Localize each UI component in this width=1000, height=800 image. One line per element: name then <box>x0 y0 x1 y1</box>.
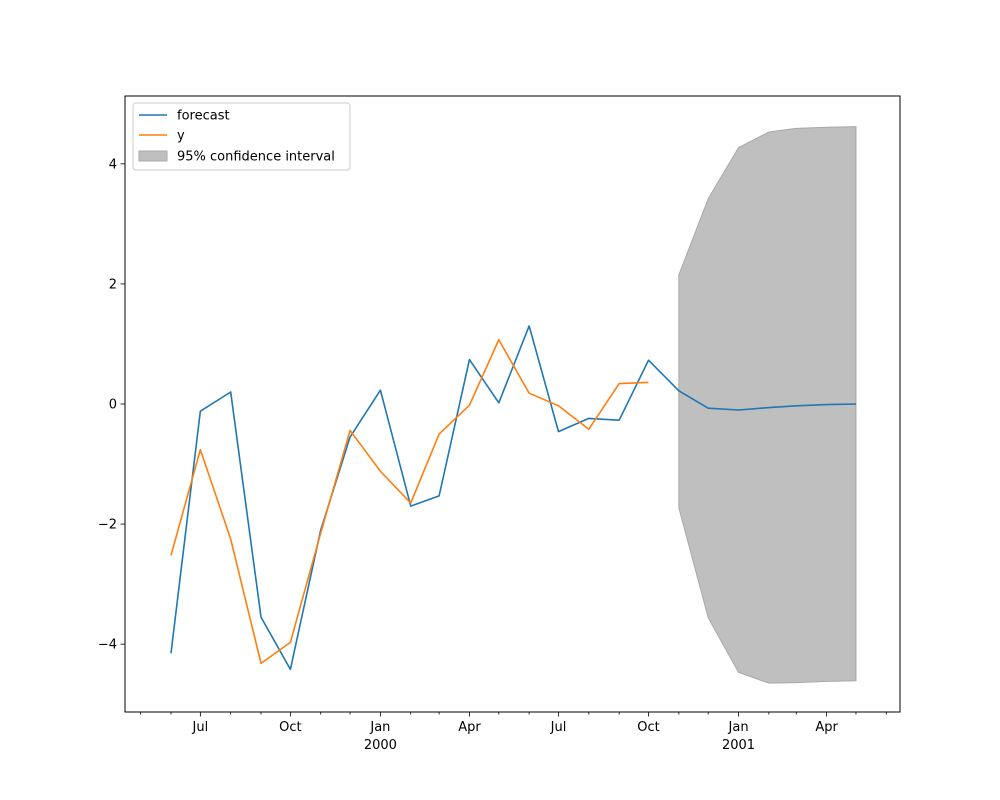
x-tick-label: Oct <box>279 720 301 735</box>
legend: forecast y 95% confidence interval <box>132 102 351 171</box>
x-tick-label: Jan <box>728 720 749 735</box>
series-line-y <box>170 338 649 665</box>
series-line-forecast <box>170 325 856 671</box>
x-tick-label: Jan <box>369 720 390 735</box>
confidence-interval-layer <box>678 126 857 684</box>
y-tick-label: 4 <box>109 157 117 172</box>
y-tick-label: 2 <box>109 277 117 292</box>
x-tick-label: Apr <box>815 720 838 735</box>
legend-box <box>132 102 351 171</box>
x-tick-label: Jul <box>550 720 567 735</box>
x-tick-year-label: 2001 <box>722 738 755 753</box>
legend-patch-swatch <box>138 150 168 162</box>
y-axis: −4 −2 0 2 4 <box>98 157 125 653</box>
legend-label: y <box>177 129 185 144</box>
series-layer <box>170 325 856 671</box>
x-tick-label: Jul <box>192 720 209 735</box>
x-axis: Jul Oct Jan 2000 Apr Jul Oct Jan 2001 Apr <box>140 712 887 753</box>
x-tick-label: Apr <box>458 720 481 735</box>
x-tick-label: Oct <box>637 720 659 735</box>
y-tick-label: −2 <box>98 518 117 533</box>
y-tick-label: −4 <box>98 638 117 653</box>
legend-label: forecast <box>177 109 230 124</box>
confidence-interval-band <box>678 126 857 684</box>
x-tick-year-label: 2000 <box>364 738 397 753</box>
y-tick-label: 0 <box>109 398 117 413</box>
legend-label: 95% confidence interval <box>177 150 335 165</box>
